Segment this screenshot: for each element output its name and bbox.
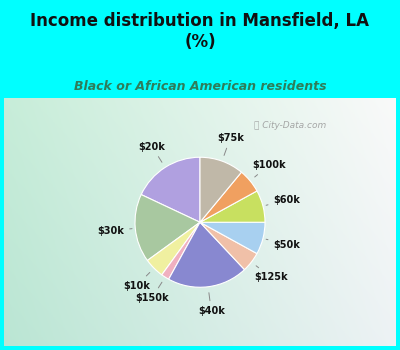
Wedge shape (200, 191, 265, 222)
Wedge shape (141, 157, 200, 222)
Text: $10k: $10k (123, 272, 150, 291)
Text: $30k: $30k (97, 226, 132, 236)
Wedge shape (200, 222, 257, 270)
Text: Black or African American residents: Black or African American residents (74, 80, 326, 93)
Text: $150k: $150k (135, 282, 169, 303)
Text: ⓘ City-Data.com: ⓘ City-Data.com (254, 121, 326, 130)
Text: $20k: $20k (138, 141, 165, 162)
Text: $40k: $40k (198, 293, 225, 316)
Wedge shape (200, 157, 242, 222)
Wedge shape (169, 222, 244, 287)
Text: $100k: $100k (252, 160, 286, 177)
Wedge shape (200, 172, 257, 222)
Text: Income distribution in Mansfield, LA
(%): Income distribution in Mansfield, LA (%) (30, 12, 370, 51)
Text: $60k: $60k (266, 195, 300, 205)
Wedge shape (162, 222, 200, 279)
Text: $125k: $125k (254, 266, 288, 282)
Wedge shape (148, 222, 200, 275)
Wedge shape (200, 222, 265, 253)
Wedge shape (135, 195, 200, 260)
Text: $75k: $75k (217, 133, 244, 155)
Text: $50k: $50k (266, 239, 300, 250)
